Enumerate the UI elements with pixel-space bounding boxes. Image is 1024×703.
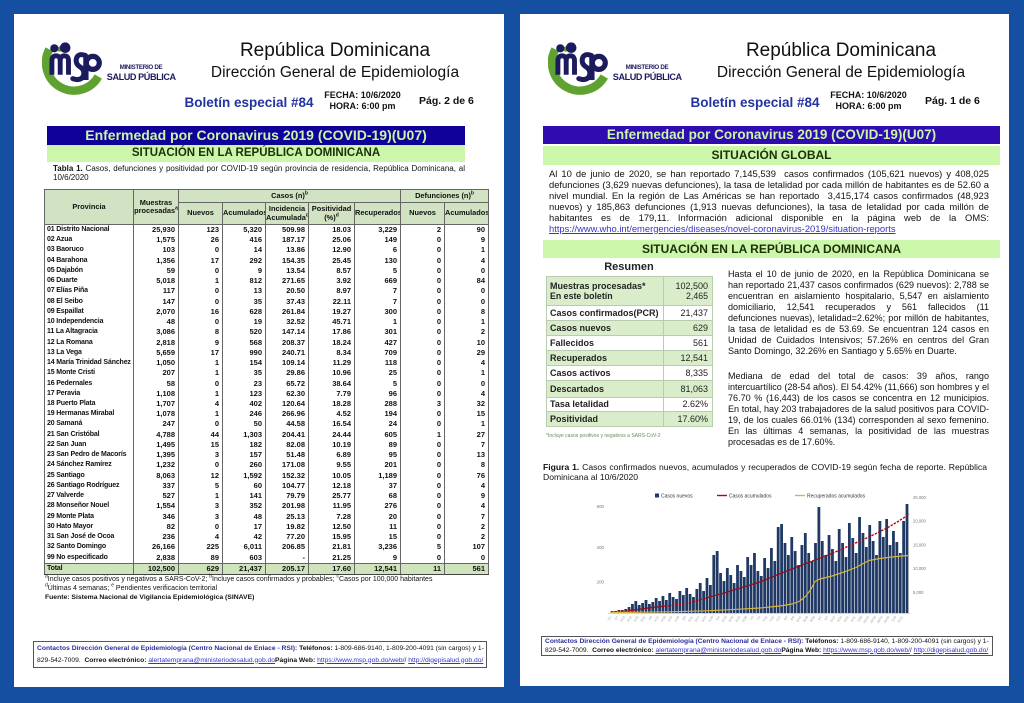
svg-text:9/31: 9/31 <box>850 615 857 623</box>
svg-text:4/18: 4/18 <box>660 615 667 623</box>
svg-text:5/11: 5/11 <box>687 615 694 622</box>
svg-text:9/7: 9/7 <box>824 615 830 621</box>
svg-text:400: 400 <box>597 545 605 550</box>
svg-text:4/6: 4/6 <box>647 615 653 621</box>
svg-text:Recuperados acumulados: Recuperados acumulados <box>807 494 866 500</box>
svg-text:6/10: 6/10 <box>721 615 728 623</box>
svg-text:6/16: 6/16 <box>728 615 735 623</box>
svg-text:9/1: 9/1 <box>817 615 823 621</box>
svg-text:15,000: 15,000 <box>913 543 926 548</box>
svg-text:7/3: 7/3 <box>749 615 755 621</box>
svg-text:8/14: 8/14 <box>795 615 802 623</box>
svg-text:11/11: 11/11 <box>896 615 904 624</box>
svg-text:9/25: 9/25 <box>843 615 850 623</box>
svg-text:10,000: 10,000 <box>913 566 926 571</box>
svg-text:3/7: 3/7 <box>613 615 619 621</box>
svg-text:25,000: 25,000 <box>913 495 926 500</box>
svg-text:9/19: 9/19 <box>836 615 843 623</box>
svg-text:9/13: 9/13 <box>829 615 836 623</box>
svg-text:10/12: 10/12 <box>862 615 870 624</box>
svg-text:5/23: 5/23 <box>701 615 708 623</box>
svg-text:4/24: 4/24 <box>667 615 674 623</box>
svg-text:6/22: 6/22 <box>734 615 741 623</box>
svg-text:4/12: 4/12 <box>653 615 660 623</box>
svg-text:3/1: 3/1 <box>607 615 613 621</box>
svg-text:3/19: 3/19 <box>626 615 633 623</box>
svg-text:10/30: 10/30 <box>883 615 891 624</box>
svg-text:10/6: 10/6 <box>856 615 863 623</box>
svg-text:20,000: 20,000 <box>913 519 926 524</box>
svg-text:6/4: 6/4 <box>715 615 721 621</box>
svg-text:600: 600 <box>597 504 605 509</box>
svg-text:3/25: 3/25 <box>633 615 640 623</box>
svg-text:3/31: 3/31 <box>640 615 647 623</box>
svg-text:8/20: 8/20 <box>802 615 809 623</box>
svg-text:7/9: 7/9 <box>756 615 762 621</box>
svg-text:7/21: 7/21 <box>768 615 775 623</box>
svg-text:5/29: 5/29 <box>707 615 714 623</box>
svg-text:3/13: 3/13 <box>619 615 626 623</box>
svg-text:7/27: 7/27 <box>775 615 782 623</box>
svg-text:5/17: 5/17 <box>694 615 701 623</box>
svg-text:Casos nuevos: Casos nuevos <box>661 494 693 500</box>
svg-text:Casos acumulados: Casos acumulados <box>729 494 772 500</box>
svg-text:5/5: 5/5 <box>681 615 687 621</box>
svg-text:8/2: 8/2 <box>783 615 789 621</box>
svg-text:8/26: 8/26 <box>809 615 816 623</box>
svg-text:7/15: 7/15 <box>762 615 769 623</box>
svg-text:8/8: 8/8 <box>790 615 796 621</box>
svg-text:11/5: 11/5 <box>891 615 898 622</box>
svg-text:200: 200 <box>597 580 605 585</box>
svg-text:4/30: 4/30 <box>673 615 680 623</box>
svg-text:10/18: 10/18 <box>869 615 877 624</box>
svg-text:10/24: 10/24 <box>876 615 884 624</box>
svg-text:6/28: 6/28 <box>741 615 748 623</box>
svg-text:5,000: 5,000 <box>913 590 924 595</box>
